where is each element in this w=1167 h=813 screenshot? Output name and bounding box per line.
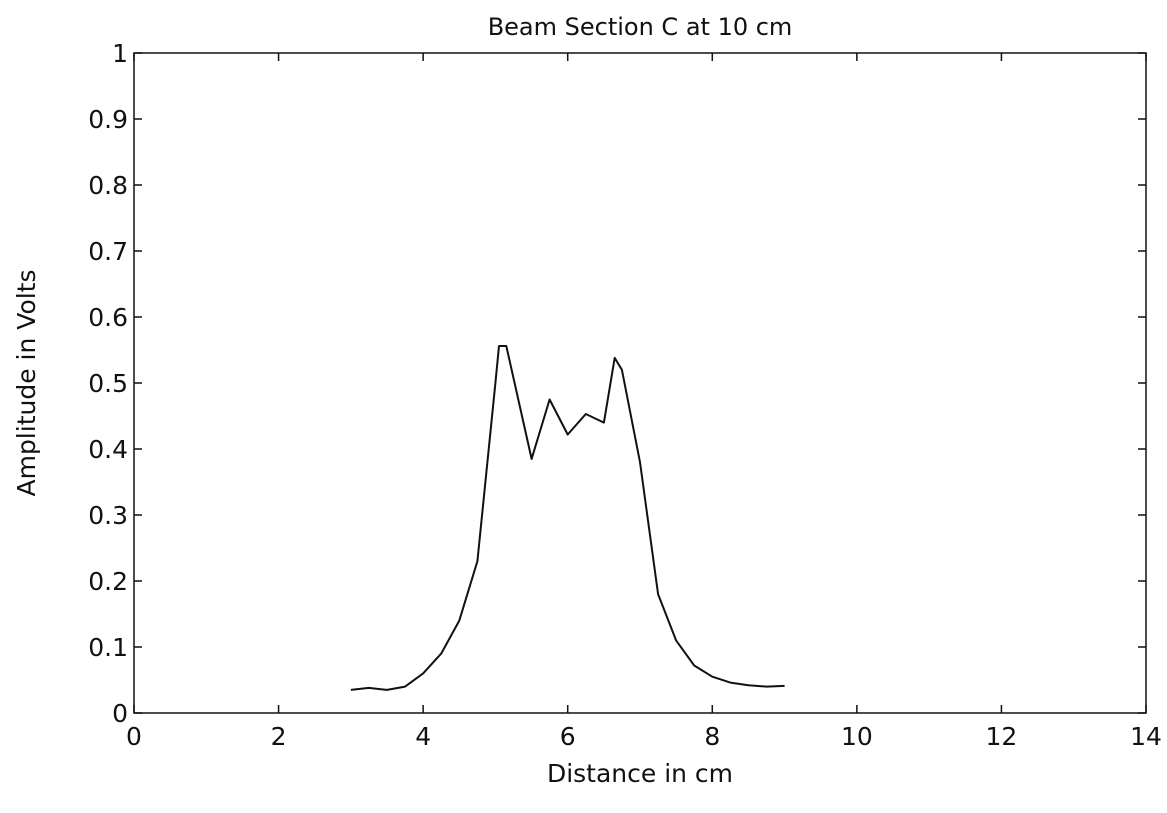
x-tick-label: 6	[560, 722, 576, 751]
y-tick-label: 0.9	[88, 105, 128, 134]
y-tick-label: 0.4	[88, 435, 128, 464]
y-tick-label: 0.3	[88, 501, 128, 530]
y-tick-label: 0.6	[88, 303, 128, 332]
y-tick-label: 0.5	[88, 369, 128, 398]
y-tick-label: 0	[112, 699, 128, 728]
x-tick-label: 14	[1130, 722, 1162, 751]
x-tick-label: 8	[704, 722, 720, 751]
y-tick-labels: 0 0.1 0.2 0.3 0.4 0.5 0.6 0.7 0.8 0.9 1	[88, 39, 128, 728]
x-tick-labels: 0 2 4 6 8 10 12 14	[126, 722, 1162, 751]
x-tick-label: 2	[271, 722, 287, 751]
x-axis-label: Distance in cm	[547, 759, 733, 788]
chart-title: Beam Section C at 10 cm	[488, 13, 793, 41]
x-tick-label: 4	[415, 722, 431, 751]
plot-frame	[133, 52, 1147, 714]
y-tick-label: 0.2	[88, 567, 128, 596]
y-tick-label: 0.8	[88, 171, 128, 200]
y-tick-label: 0.7	[88, 237, 128, 266]
tick-marks	[133, 52, 1147, 714]
series-group	[350, 345, 785, 691]
x-tick-label: 10	[841, 722, 873, 751]
x-tick-label: 0	[126, 722, 142, 751]
x-tick-label: 12	[986, 722, 1018, 751]
y-tick-label: 1	[112, 39, 128, 68]
y-axis-label: Amplitude in Volts	[12, 269, 41, 496]
series-line	[350, 345, 785, 691]
y-tick-label: 0.1	[88, 633, 128, 662]
